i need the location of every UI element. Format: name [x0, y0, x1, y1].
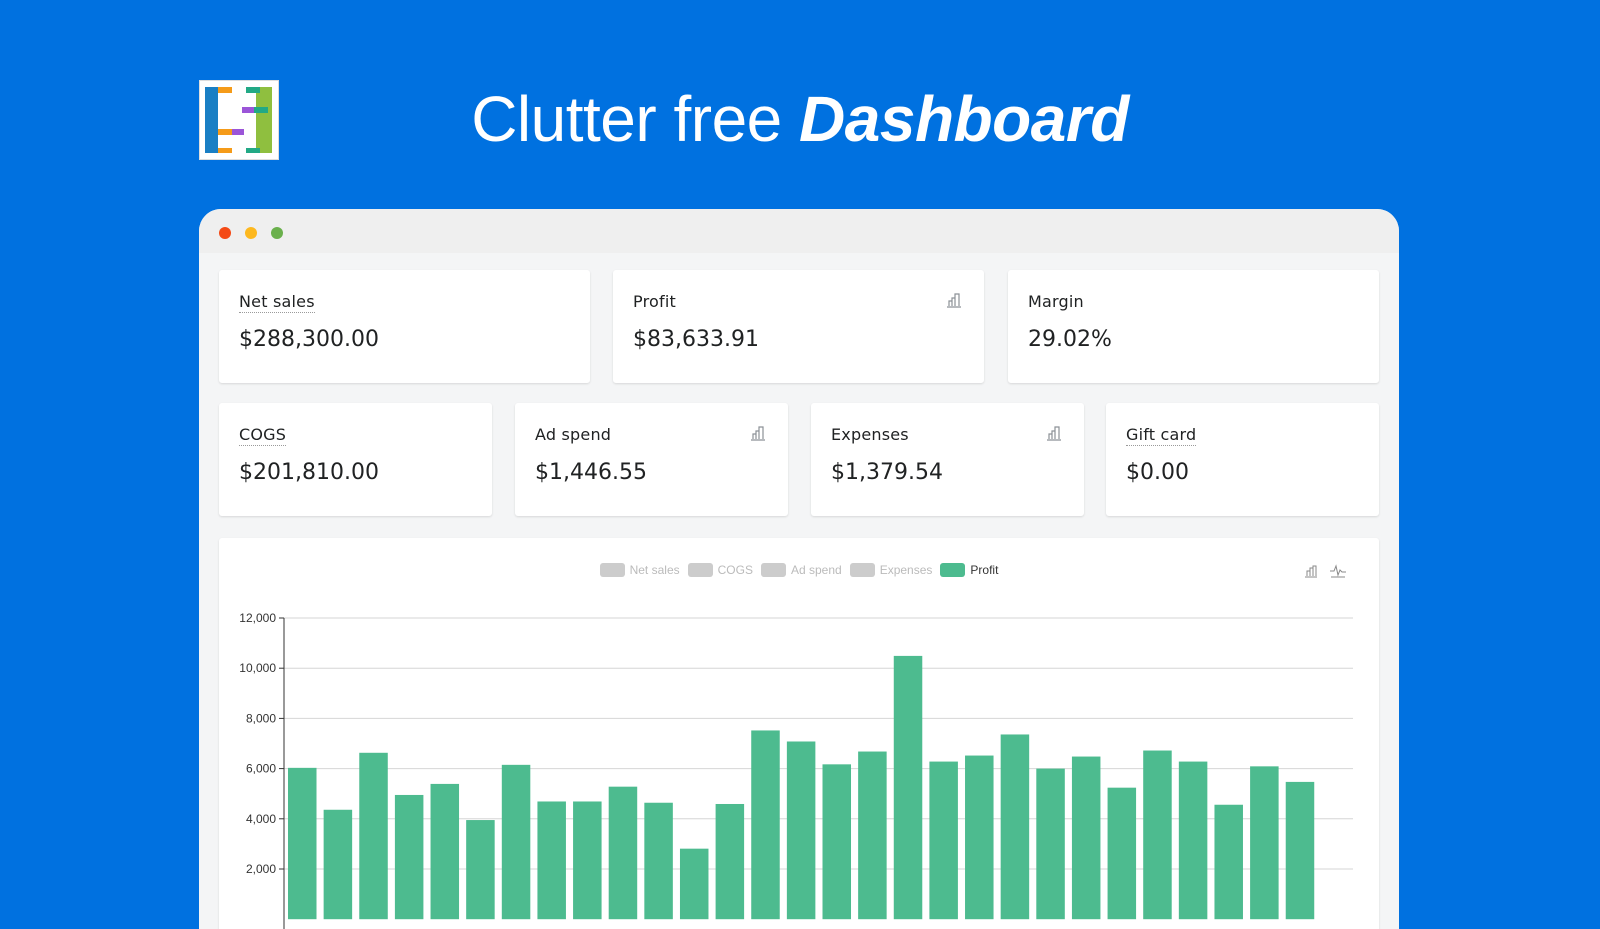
- legend-label: Ad spend: [790, 563, 842, 577]
- chart-icon[interactable]: [750, 425, 766, 441]
- metric-value: $83,633.91: [633, 327, 759, 352]
- bar-profit[interactable]: [1178, 761, 1208, 920]
- legend-item-expenses[interactable]: Expenses: [849, 563, 933, 577]
- legend-swatch: [687, 563, 713, 577]
- line-chart-icon[interactable]: [1329, 563, 1347, 579]
- bar-profit[interactable]: [501, 764, 531, 920]
- metric-label: Expenses: [831, 425, 909, 444]
- chart-card: Net sales COGS Ad spend Expenses Profit 2,00…: [219, 538, 1379, 929]
- bar-profit[interactable]: [858, 751, 887, 920]
- bar-profit[interactable]: [1107, 787, 1137, 920]
- metric-card-ad-spend: Ad spend $1,446.55: [515, 403, 788, 516]
- bar-profit[interactable]: [1214, 804, 1243, 920]
- metric-card-profit: Profit $83,633.91: [613, 270, 984, 383]
- bar-profit[interactable]: [1071, 756, 1101, 920]
- metric-label[interactable]: COGS: [239, 425, 287, 446]
- app-logo: [199, 80, 279, 160]
- metric-label[interactable]: Net sales: [239, 292, 315, 313]
- bar-chart: 2,000 4,000 6,000 8,000 10,000 12,000: [239, 611, 1353, 929]
- bar-profit[interactable]: [1250, 766, 1279, 920]
- close-window-button[interactable]: [219, 227, 231, 239]
- metric-label: Profit: [633, 292, 676, 311]
- metric-label: Margin: [1028, 292, 1084, 311]
- minimize-window-button[interactable]: [245, 227, 257, 239]
- metric-value: $0.00: [1126, 460, 1189, 485]
- bar-profit[interactable]: [1036, 768, 1065, 920]
- y-tick-label: 12,000: [239, 611, 276, 625]
- metric-card-cogs: COGS $201,810.00: [219, 403, 492, 516]
- y-tick-label: 8,000: [246, 711, 276, 725]
- legend-label: Profit: [970, 563, 999, 577]
- legend-item-net-sales[interactable]: Net sales: [599, 563, 680, 577]
- bar-profit[interactable]: [679, 848, 709, 920]
- bar-profit[interactable]: [965, 755, 994, 920]
- bar-profit[interactable]: [822, 764, 852, 920]
- chart-icon[interactable]: [946, 292, 962, 308]
- bar-profit[interactable]: [929, 761, 958, 920]
- metric-value: $1,379.54: [831, 460, 943, 485]
- app-window: Net sales $288,300.00 Profit $83,633.91 Marg…: [199, 209, 1399, 929]
- title-emphasis: Dashboard: [799, 83, 1129, 155]
- bar-profit[interactable]: [786, 741, 816, 920]
- chart-legend: Net sales COGS Ad spend Expenses Profit: [219, 563, 1379, 580]
- metric-label[interactable]: Gift card: [1126, 425, 1197, 446]
- bar-profit[interactable]: [608, 786, 638, 920]
- y-tick-label: 10,000: [239, 661, 276, 675]
- legend-label: COGS: [717, 563, 753, 577]
- bar-chart-icon[interactable]: [1303, 563, 1319, 579]
- bar-profit[interactable]: [430, 783, 460, 920]
- window-titlebar: [199, 209, 1399, 253]
- metric-card-net-sales: Net sales $288,300.00: [219, 270, 590, 383]
- chart-icon[interactable]: [1046, 425, 1062, 441]
- bar-profit[interactable]: [394, 794, 424, 920]
- y-tick-label: 4,000: [246, 812, 276, 826]
- legend-label: Expenses: [879, 563, 933, 577]
- metric-value: $201,810.00: [239, 460, 379, 485]
- legend-item-cogs[interactable]: COGS: [687, 563, 753, 577]
- legend-swatch: [849, 563, 875, 577]
- bar-profit[interactable]: [1285, 781, 1315, 920]
- bar-profit[interactable]: [466, 820, 495, 920]
- metric-value: $1,446.55: [535, 460, 647, 485]
- bar-profit[interactable]: [537, 801, 566, 920]
- y-tick-label: 2,000: [246, 862, 276, 876]
- bar-profit[interactable]: [715, 803, 745, 920]
- bar-profit[interactable]: [1143, 750, 1172, 920]
- bar-profit[interactable]: [359, 752, 388, 920]
- bar-profit[interactable]: [288, 767, 317, 920]
- bar-profit[interactable]: [644, 802, 673, 920]
- bar-profit[interactable]: [893, 655, 923, 920]
- legend-swatch: [940, 563, 966, 577]
- metric-value: $288,300.00: [239, 327, 379, 352]
- metric-value: 29.02%: [1028, 327, 1112, 352]
- metric-card-margin: Margin 29.02%: [1008, 270, 1379, 383]
- legend-swatch: [599, 563, 625, 577]
- title-plain: Clutter free: [471, 83, 782, 155]
- y-tick-label: 6,000: [246, 762, 276, 776]
- page-title: Clutter free Dashboard: [0, 82, 1600, 156]
- legend-swatch: [760, 563, 786, 577]
- bar-profit[interactable]: [573, 801, 602, 920]
- bar-profit[interactable]: [751, 730, 780, 920]
- metric-card-gift-card: Gift card $0.00: [1106, 403, 1379, 516]
- bar-profit[interactable]: [323, 809, 353, 920]
- metric-card-expenses: Expenses $1,379.54: [811, 403, 1084, 516]
- maximize-window-button[interactable]: [271, 227, 283, 239]
- legend-item-ad-spend[interactable]: Ad spend: [760, 563, 842, 577]
- bar-profit[interactable]: [1000, 734, 1030, 920]
- legend-label: Net sales: [629, 563, 680, 577]
- legend-item-profit[interactable]: Profit: [940, 563, 998, 577]
- metric-label: Ad spend: [535, 425, 612, 444]
